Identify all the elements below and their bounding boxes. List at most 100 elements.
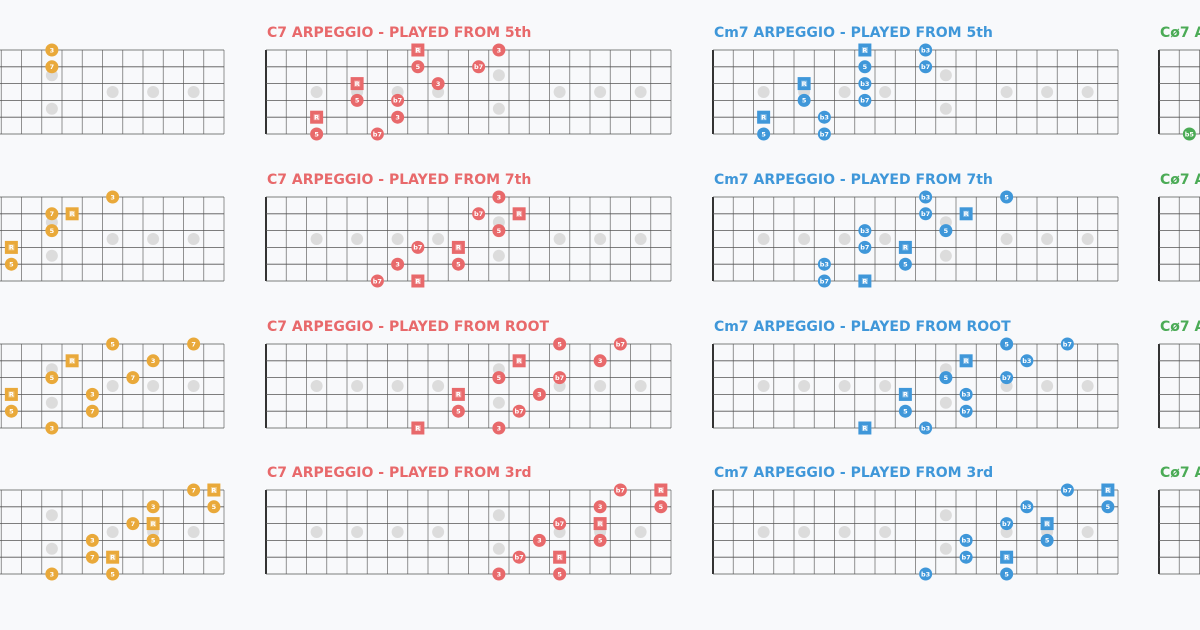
note-label: 7 (191, 486, 196, 494)
note-label: 7 (191, 340, 196, 348)
note: 5 (207, 500, 221, 514)
note-label: b7 (373, 130, 382, 138)
inlay (492, 396, 505, 409)
note: R (207, 483, 221, 497)
inlay (939, 542, 952, 555)
note: 5 (1000, 337, 1014, 351)
note: b3 (919, 567, 933, 581)
note: 5 (492, 371, 506, 385)
note-marker (1060, 337, 1074, 351)
note: R (593, 517, 607, 531)
note: b5 (1182, 127, 1196, 141)
note-label: R (70, 357, 75, 365)
diagram-title: Cø7 A (1160, 25, 1200, 41)
note-root-inner (354, 80, 361, 87)
note-label: b3 (860, 80, 869, 88)
note: 7 (45, 60, 59, 74)
note: R (65, 354, 79, 368)
note-marker (1000, 337, 1014, 351)
inlay (106, 380, 119, 392)
note: 7 (187, 483, 201, 497)
note-label: 5 (50, 374, 55, 382)
note-label: b7 (393, 97, 402, 105)
note-marker (1060, 483, 1074, 497)
note-label: 5 (456, 261, 461, 269)
note-marker (85, 533, 99, 547)
note-label: R (557, 554, 562, 562)
note: 7 (126, 517, 140, 531)
note-label: R (151, 520, 156, 528)
note-label: 5 (416, 63, 421, 71)
note-label: R (314, 114, 319, 122)
diagram-title: Cø7 A (1160, 465, 1200, 481)
note-label: b7 (921, 63, 930, 71)
note-label: b3 (820, 114, 829, 122)
inlay (1081, 86, 1094, 98)
note: 3 (106, 190, 120, 204)
note: R (1101, 483, 1115, 497)
note: 5 (593, 533, 607, 547)
note: b7 (370, 127, 384, 141)
note: b3 (919, 421, 933, 435)
note-label: R (862, 277, 867, 285)
note-label: 3 (598, 357, 603, 365)
note-marker (919, 190, 933, 204)
inlay (757, 526, 770, 538)
note-marker (817, 274, 831, 288)
note: 5 (4, 257, 18, 271)
note-root-inner (801, 80, 808, 87)
note-marker (959, 387, 973, 401)
note: 5 (1101, 500, 1115, 514)
note: 5 (939, 371, 953, 385)
note: 5 (146, 533, 160, 547)
note-label: b7 (555, 520, 564, 528)
note-label: 5 (557, 570, 562, 578)
note-label: 3 (497, 193, 502, 201)
note-marker (370, 127, 384, 141)
note-root-inner (1044, 520, 1051, 527)
inlay (1081, 233, 1094, 245)
note: 5 (4, 404, 18, 418)
note-label: 7 (131, 374, 136, 382)
note-root-marker (512, 207, 526, 221)
note-marker (919, 421, 933, 435)
inlay (1041, 380, 1054, 392)
note-marker (1000, 371, 1014, 385)
note-root-marker (310, 110, 324, 124)
note: 7 (45, 207, 59, 221)
inlay (45, 509, 58, 522)
note-label: R (110, 554, 115, 562)
note: 3 (146, 500, 160, 514)
note-label: b3 (1022, 503, 1031, 511)
note: b3 (817, 110, 831, 124)
fretboard: b3 5 b7 Rb3 5 b7 Rb3 5 b7 R (712, 190, 1119, 288)
note-marker (85, 387, 99, 401)
note: 5 (1000, 567, 1014, 581)
note-label: 5 (456, 408, 461, 416)
note: b7 (472, 60, 486, 74)
note: b7 (919, 207, 933, 221)
note-label: b7 (921, 210, 930, 218)
inlay (757, 380, 770, 392)
note-label: 7 (131, 520, 136, 528)
note-label: 5 (1004, 340, 1009, 348)
note-label: b7 (474, 63, 483, 71)
note-marker (431, 77, 445, 91)
fretboard: 7 R 3 5 7 R 3 5 7 R 3 5 (0, 483, 225, 581)
note-marker (106, 337, 120, 351)
note-label: 3 (110, 193, 115, 201)
note-marker (4, 257, 18, 271)
note: 7 (187, 337, 201, 351)
note-marker (817, 257, 831, 271)
note: b7 (1060, 483, 1074, 497)
note-label: 3 (497, 570, 502, 578)
note: 5 (553, 567, 567, 581)
note: R (411, 43, 425, 57)
note-root-marker (553, 550, 567, 564)
inlay (939, 102, 952, 115)
diagram-title: C7 ARPEGGIO - PLAYED FROM 3rd (267, 465, 532, 481)
inlay (1041, 86, 1054, 98)
inlay (351, 526, 364, 538)
note-root-marker (65, 207, 79, 221)
note-marker (45, 567, 59, 581)
